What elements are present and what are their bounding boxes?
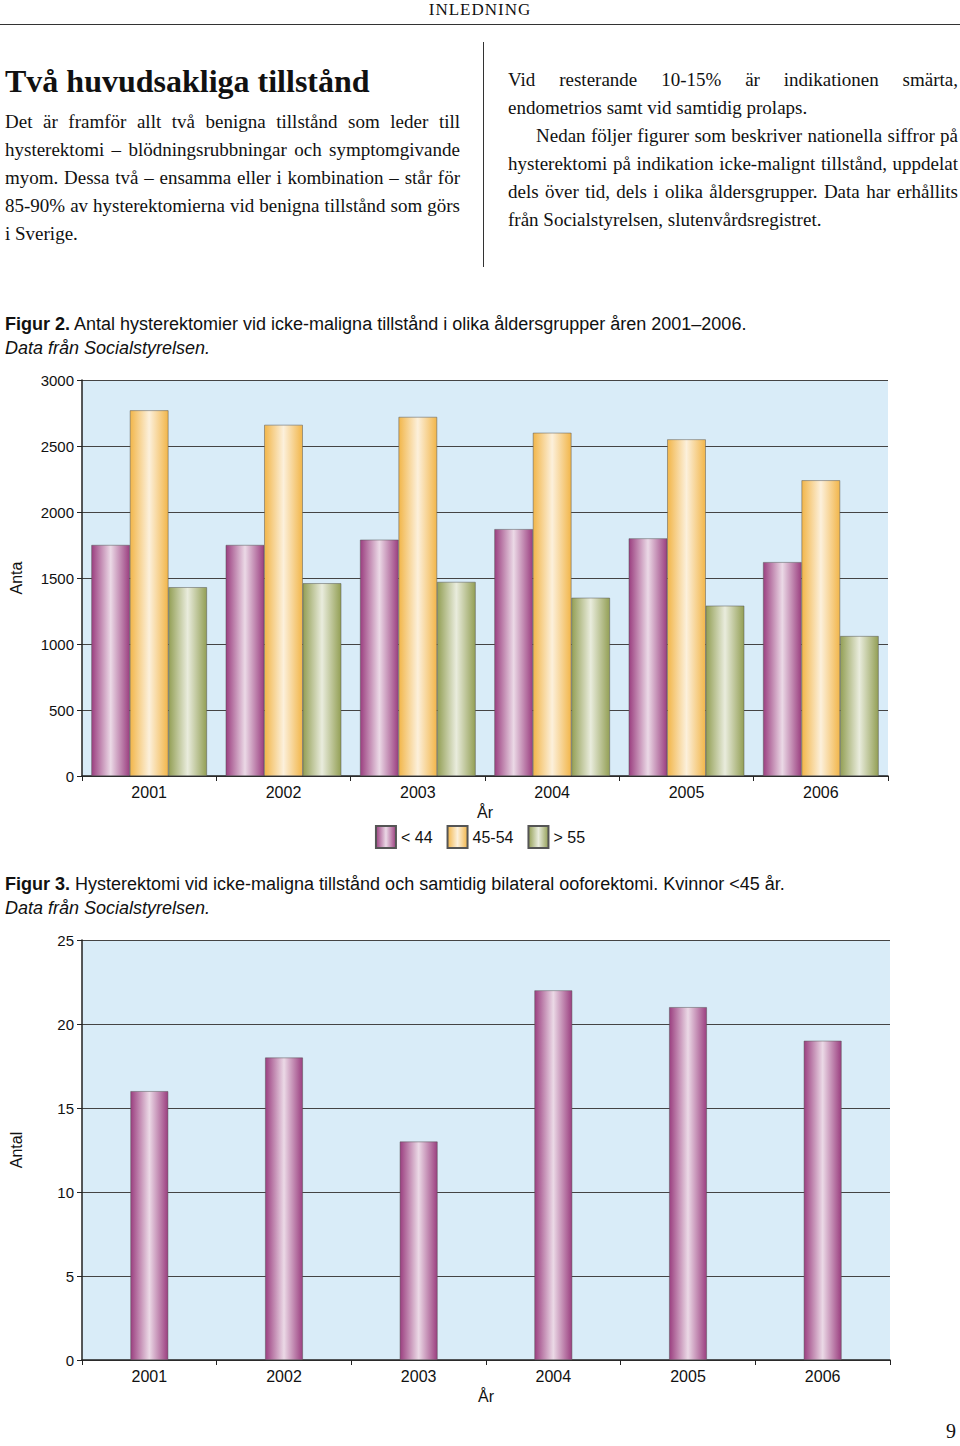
svg-text:2003: 2003 xyxy=(400,784,436,801)
svg-text:År: År xyxy=(477,803,494,821)
svg-text:3000: 3000 xyxy=(41,372,74,389)
svg-text:Anta: Anta xyxy=(8,561,25,594)
svg-text:10: 10 xyxy=(57,1184,74,1201)
html-text:Figur 3. Hysterektomi vid icke: Figur 3. Hysterektomi vid icke-maligna t… xyxy=(5,874,785,894)
svg-text:2002: 2002 xyxy=(266,1368,302,1385)
svg-text:2001: 2001 xyxy=(132,1368,168,1385)
html-text:INLEDNING: INLEDNING xyxy=(428,0,532,19)
svg-text:2004: 2004 xyxy=(534,784,570,801)
svg-text:2000: 2000 xyxy=(41,504,74,521)
html-text:9: 9 xyxy=(946,1420,956,1442)
svg-text:2006: 2006 xyxy=(805,1368,841,1385)
svg-text:2005: 2005 xyxy=(669,784,705,801)
svg-text:2001: 2001 xyxy=(131,784,167,801)
svg-text:20: 20 xyxy=(57,1016,74,1033)
svg-text:< 44: < 44 xyxy=(401,829,433,846)
html-text:Det är framför allt två benign: Det är framför allt två benigna tillstån… xyxy=(5,111,460,244)
svg-text:2006: 2006 xyxy=(803,784,839,801)
svg-text:500: 500 xyxy=(49,702,74,719)
html-text:Vid resterande 10-15% är indik: Vid resterande 10-15% är indikationen sm… xyxy=(508,69,958,118)
svg-text:2005: 2005 xyxy=(670,1368,706,1385)
svg-text:2003: 2003 xyxy=(401,1368,437,1385)
svg-text:1500: 1500 xyxy=(41,570,74,587)
svg-text:25: 25 xyxy=(57,932,74,949)
html-text:Data från Socialstyrelsen.: Data från Socialstyrelsen. xyxy=(5,898,211,918)
svg-text:5: 5 xyxy=(66,1268,74,1285)
svg-text:0: 0 xyxy=(66,1352,74,1369)
html-text:Nedan följer figurer som beskr: Nedan följer figurer som beskriver natio… xyxy=(508,125,958,230)
html-text:Data från Socialstyrelsen.: Data från Socialstyrelsen. xyxy=(5,338,211,358)
svg-text:15: 15 xyxy=(57,1100,74,1117)
svg-text:> 55: > 55 xyxy=(553,829,585,846)
svg-text:0: 0 xyxy=(66,768,74,785)
svg-text:Antal: Antal xyxy=(8,1132,25,1168)
html-text:Figur 2. Antal hysterektomier: Figur 2. Antal hysterektomier vid icke-m… xyxy=(5,314,747,334)
svg-text:2004: 2004 xyxy=(536,1368,572,1385)
svg-text:45-54: 45-54 xyxy=(473,829,514,846)
svg-text:1000: 1000 xyxy=(41,636,74,653)
html-text:Två huvudsakliga tillstånd: Två huvudsakliga tillstånd xyxy=(5,63,370,99)
svg-text:År: År xyxy=(478,1387,495,1405)
svg-text:2500: 2500 xyxy=(41,438,74,455)
svg-text:2002: 2002 xyxy=(266,784,302,801)
